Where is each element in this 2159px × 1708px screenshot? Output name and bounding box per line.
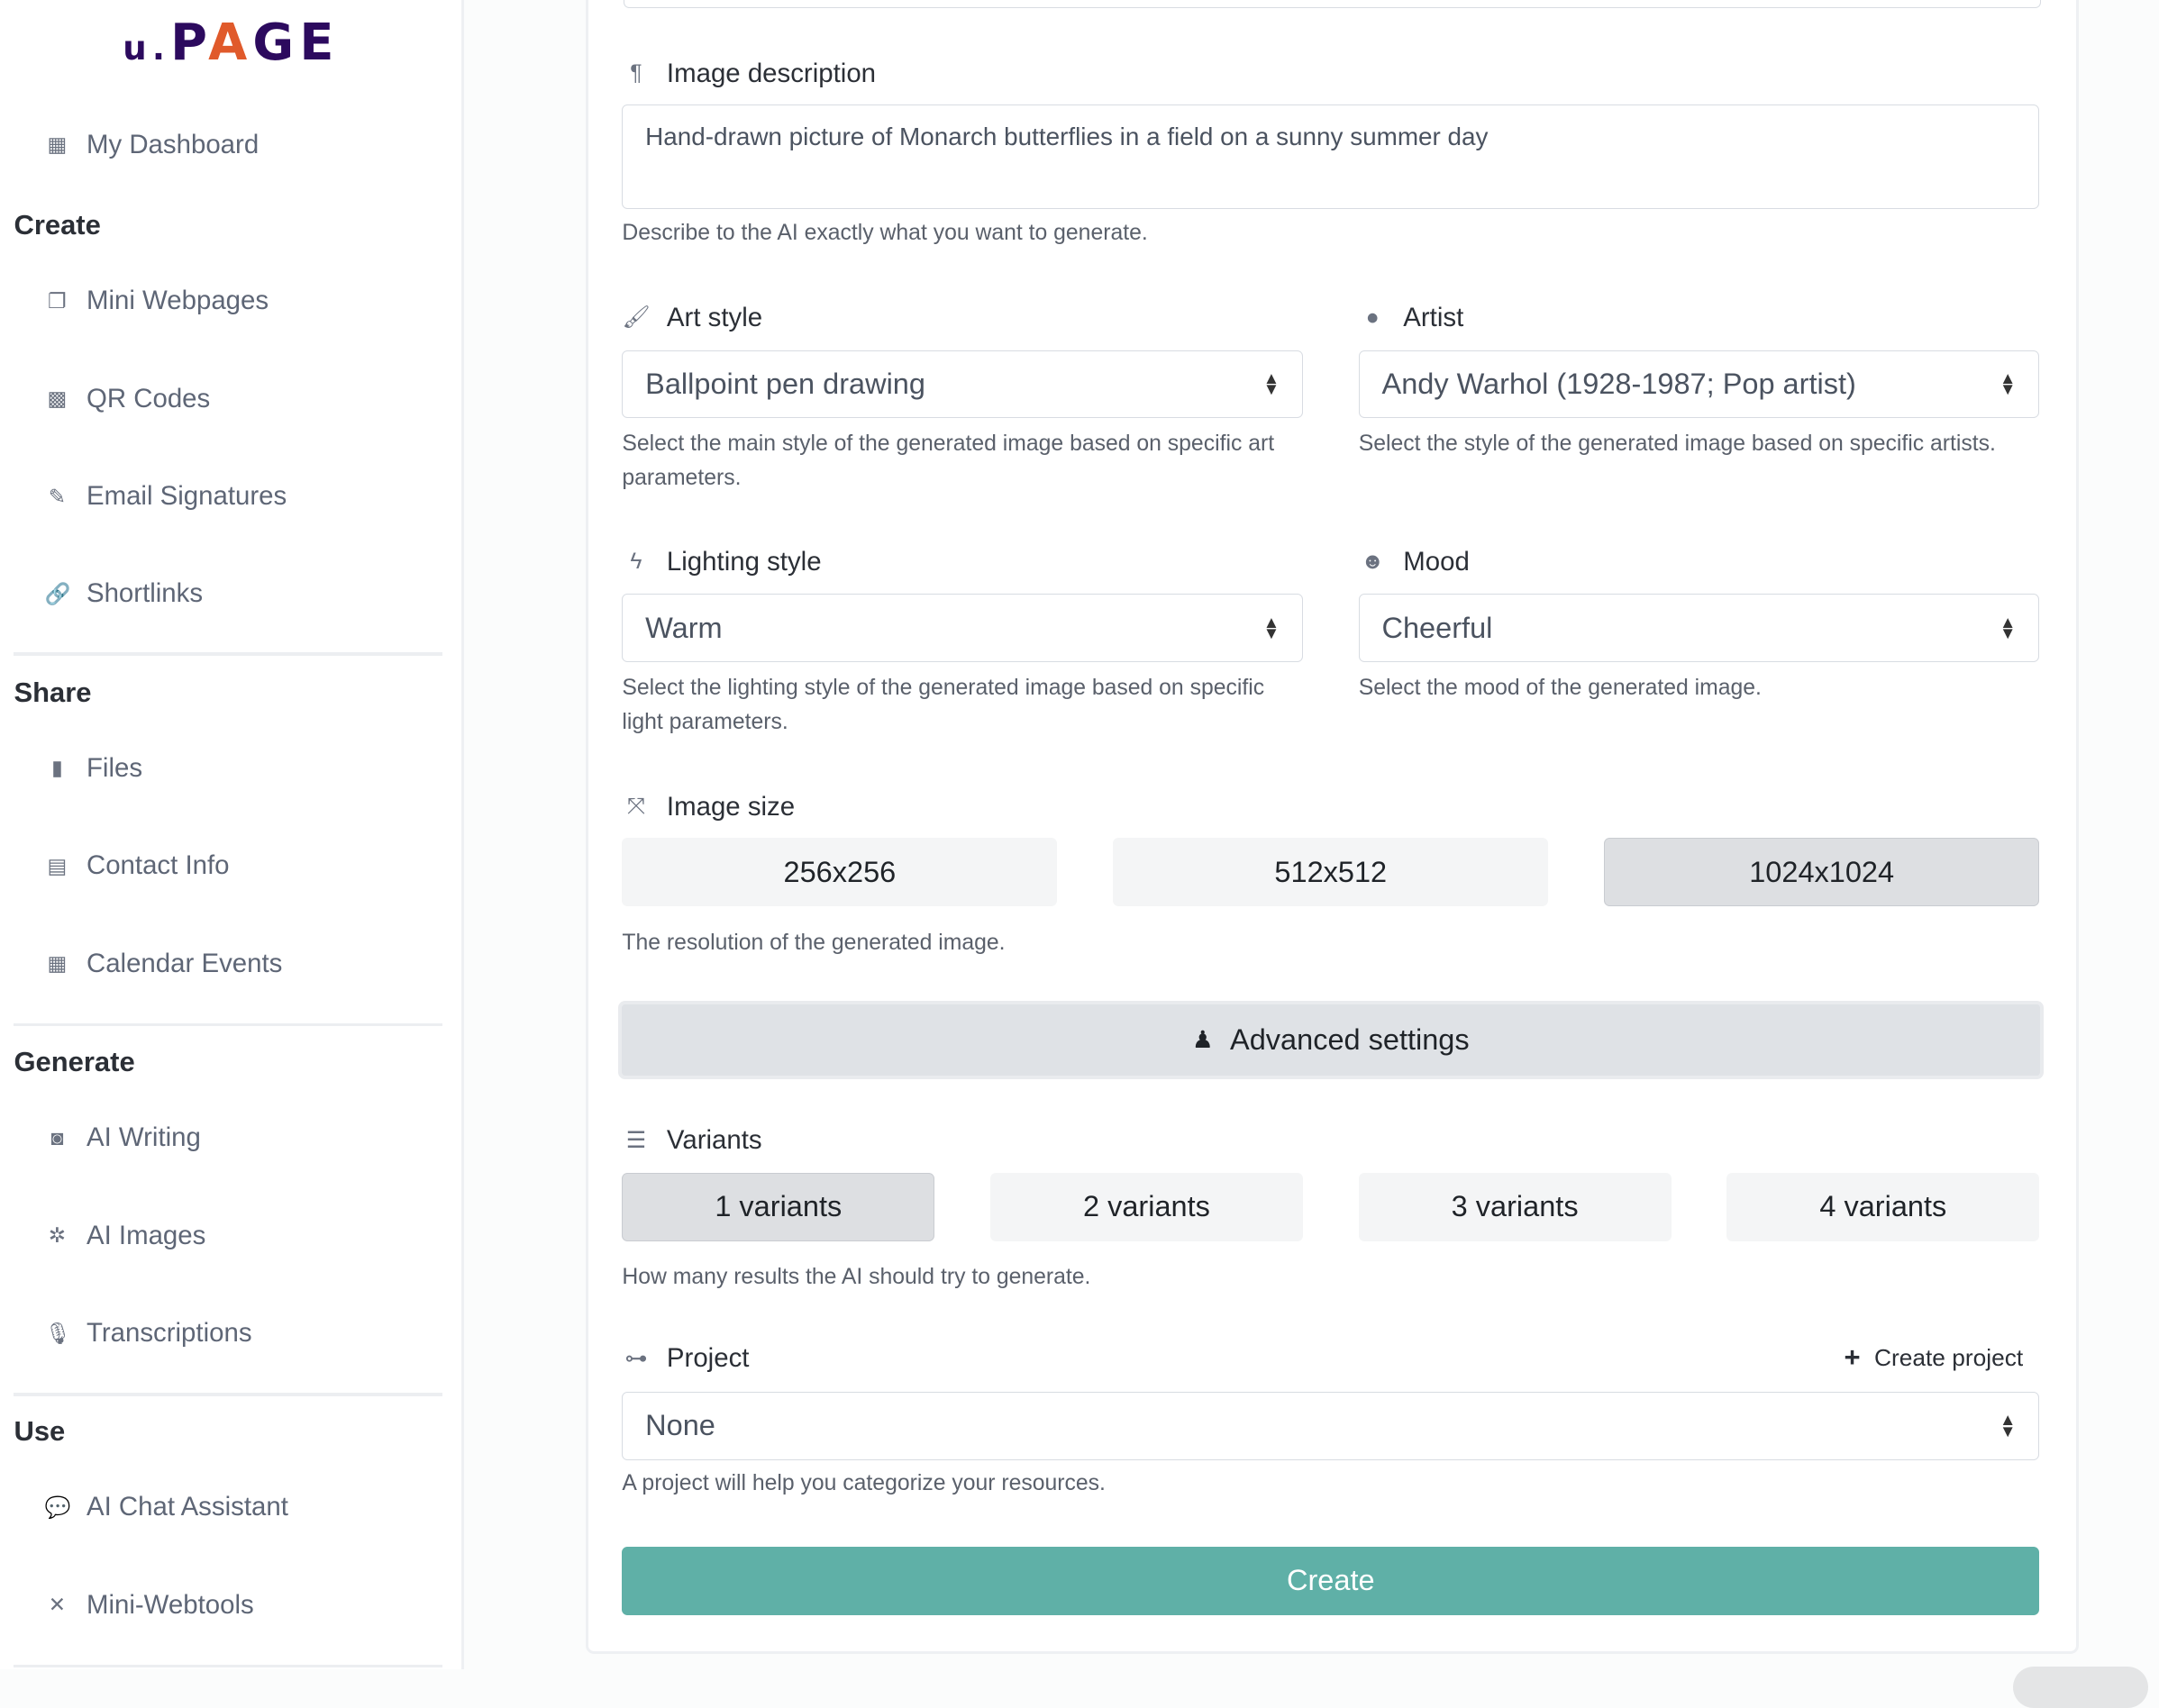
id-card-icon: ▤ xyxy=(47,853,68,877)
lighting-style-label: ϟ Lighting style xyxy=(622,547,821,577)
create-project-link[interactable]: + Create project xyxy=(1844,1341,2024,1374)
image-description-textarea[interactable]: Hand-drawn picture of Monarch butterflie… xyxy=(622,104,2040,210)
advanced-settings-button[interactable]: ♟ Advanced settings xyxy=(617,1001,2044,1080)
paragraph-icon: ¶ xyxy=(630,61,642,86)
sidebar-item[interactable]: ▤ Contact Info xyxy=(45,850,229,881)
sidebar-item[interactable]: ▩ QR Codes xyxy=(45,384,210,414)
create-button[interactable]: Create xyxy=(622,1546,2040,1615)
sidebar-item[interactable]: ◙ AI Writing xyxy=(45,1122,200,1153)
sidebar-item-dashboard[interactable]: ▦ My Dashboard xyxy=(45,130,259,160)
project-select[interactable]: None ▲ ▼ xyxy=(622,1391,2040,1460)
image-description-label: ¶ Image description xyxy=(622,59,876,89)
select-arrows-icon: ▲ ▼ xyxy=(1262,612,1280,643)
sidebar-divider xyxy=(14,1023,442,1027)
user-tie-icon: ♟ xyxy=(1191,1026,1214,1054)
floating-button[interactable] xyxy=(2012,1666,2148,1708)
select-arrows-icon: ▲ ▼ xyxy=(2000,1410,2017,1440)
select-arrows-icon: ▲ ▼ xyxy=(2000,368,2017,399)
sitemap-icon: ⊶ xyxy=(624,1346,648,1371)
smile-icon: ☻ xyxy=(1361,549,1385,574)
lighting-style-select[interactable]: Warm ▲ ▼ xyxy=(622,594,1303,663)
sidebar-section-title: Generate xyxy=(14,1046,135,1077)
bolt-icon: ϟ xyxy=(630,549,642,574)
expand-icon: ⤧ xyxy=(626,795,645,820)
image-description-help: Describe to the AI exactly what you want… xyxy=(622,220,1148,245)
image-size-option[interactable]: 512x512 xyxy=(1113,838,1549,907)
sidebar-section-title: Create xyxy=(14,209,101,241)
sidebar-item[interactable]: ✎ Email Signatures xyxy=(45,481,287,512)
images-icon: ✲ xyxy=(48,1223,67,1247)
sidebar-item[interactable]: ▦ Calendar Events xyxy=(45,949,282,979)
mood-help: Select the mood of the generated image. xyxy=(1358,675,1762,700)
file-icon: ▮ xyxy=(51,756,63,780)
tools-icon: ✕ xyxy=(48,1593,67,1617)
brush-icon: 🖌 xyxy=(622,305,651,331)
variants-option[interactable]: 2 variants xyxy=(990,1172,1303,1241)
list-icon: ☰ xyxy=(625,1129,646,1154)
project-label: ⊶ Project xyxy=(622,1343,750,1374)
window-icon: ❐ xyxy=(48,288,67,313)
calendar-icon: ▦ xyxy=(47,951,68,976)
sidebar-divider xyxy=(14,652,442,656)
art-style-select[interactable]: Ballpoint pen drawing ▲ ▼ xyxy=(622,350,1303,419)
sidebar-item[interactable]: 🎙 Transcriptions xyxy=(44,1317,252,1348)
sidebar-divider xyxy=(14,1665,442,1668)
variants-option[interactable]: 3 variants xyxy=(1358,1172,1672,1241)
sidebar-item[interactable]: ✕ Mini-Webtools xyxy=(45,1590,254,1621)
project-help: A project will help you categorize your … xyxy=(622,1471,1106,1496)
mood-label: ☻ Mood xyxy=(1359,547,1470,577)
image-size-option[interactable]: 256x256 xyxy=(622,838,1058,907)
select-arrows-icon: ▲ ▼ xyxy=(2000,612,2017,643)
lighting-style-help: Select the lighting style of the generat… xyxy=(622,675,1265,735)
previous-field[interactable] xyxy=(623,0,2041,9)
artist-label: ● Artist xyxy=(1359,303,1464,333)
image-size-label: ⤧ Image size xyxy=(622,792,795,822)
sidebar-section-title: Use xyxy=(14,1415,66,1448)
signature-icon: ✎ xyxy=(48,484,67,508)
artist-help: Select the style of the generated image … xyxy=(1358,431,1996,456)
variants-option[interactable]: 1 variants xyxy=(622,1172,935,1241)
robot-icon: ◙ xyxy=(50,1125,64,1149)
sidebar-item[interactable]: ✲ AI Images xyxy=(45,1221,206,1251)
artist-select[interactable]: Andy Warhol (1928-1987; Pop artist) ▲ ▼ xyxy=(1358,350,2040,419)
qrcode-icon: ▩ xyxy=(47,386,68,411)
variants-option[interactable]: 4 variants xyxy=(1726,1172,2040,1241)
chat-icon: 💬 xyxy=(44,1495,71,1520)
sidebar-item[interactable]: ❐ Mini Webpages xyxy=(45,286,269,316)
variants-help: How many results the AI should try to ge… xyxy=(622,1265,1091,1290)
sidebar-divider xyxy=(14,1393,442,1396)
image-size-option[interactable]: 1024x1024 xyxy=(1604,838,2040,907)
link-icon: 🔗 xyxy=(44,582,71,606)
user-icon: ● xyxy=(1365,304,1380,330)
microphone-icon: 🎙 xyxy=(44,1321,72,1345)
art-style-help: Select the main style of the generated i… xyxy=(622,431,1275,491)
mood-select[interactable]: Cheerful ▲ ▼ xyxy=(1358,594,2040,663)
select-arrows-icon: ▲ ▼ xyxy=(1262,368,1280,399)
art-style-label: 🖌 Art style xyxy=(622,302,763,332)
form-card xyxy=(586,0,2079,1654)
image-size-help: The resolution of the generated image. xyxy=(622,930,1006,955)
sidebar-item[interactable]: 💬 AI Chat Assistant xyxy=(44,1492,288,1522)
sidebar-section-title: Share xyxy=(14,676,92,708)
sidebar: u.PAGE ▦ My Dashboard Create ❐ Mini Webpage… xyxy=(0,0,465,1669)
sidebar-item[interactable]: 🔗 Shortlinks xyxy=(44,578,204,609)
variants-label: ☰ Variants xyxy=(622,1125,762,1156)
logo[interactable]: u.PAGE xyxy=(123,14,340,73)
plus-icon: + xyxy=(1844,1341,1861,1374)
sidebar-item[interactable]: ▮ Files xyxy=(45,753,142,784)
grid-icon: ▦ xyxy=(47,132,68,157)
